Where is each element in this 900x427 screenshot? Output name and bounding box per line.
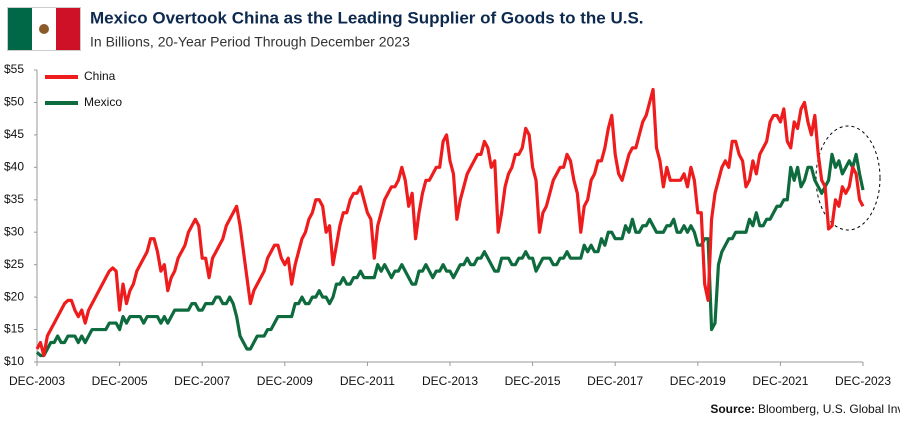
y-tick-label: $25: [4, 257, 24, 271]
series-line: [35, 152, 865, 358]
y-tick-label: $55: [4, 62, 24, 76]
legend-label: Mexico: [84, 95, 122, 109]
y-tick-label: $20: [4, 289, 24, 303]
x-tick-label: DEC-2015: [505, 374, 561, 388]
y-tick-label: $45: [4, 127, 24, 141]
x-tick-label: DEC-2013: [422, 374, 478, 388]
x-tick-label: DEC-2017: [587, 374, 643, 388]
x-tick-label: DEC-2023: [835, 374, 891, 388]
x-tick-label: DEC-2019: [670, 374, 726, 388]
y-tick-label: $15: [4, 322, 24, 336]
y-tick-label: $30: [4, 224, 24, 238]
y-tick-label: $35: [4, 192, 24, 206]
chart-subtitle: In Billions, 20-Year Period Through Dece…: [90, 34, 410, 50]
y-tick-label: $10: [4, 354, 24, 368]
x-tick-label: DEC-2005: [92, 374, 148, 388]
y-tick-label: $50: [4, 95, 24, 109]
x-tick-label: DEC-2009: [257, 374, 313, 388]
chart-title: Mexico Overtook China as the Leading Sup…: [90, 8, 644, 27]
source: Bloomberg, U.S. Global Investors: [758, 402, 900, 416]
x-tick-label: DEC-2007: [174, 374, 230, 388]
source-label: Source:: [710, 402, 755, 416]
x-tick-label: DEC-2021: [752, 374, 808, 388]
x-tick-label: DEC-2011: [340, 374, 395, 388]
mexico-flag: [7, 7, 81, 51]
x-tick-label: DEC-2003: [9, 374, 65, 388]
series-line: [35, 87, 865, 358]
highlight-ellipse: [815, 125, 881, 231]
y-tick-label: $40: [4, 160, 24, 174]
legend-label: China: [84, 69, 116, 83]
